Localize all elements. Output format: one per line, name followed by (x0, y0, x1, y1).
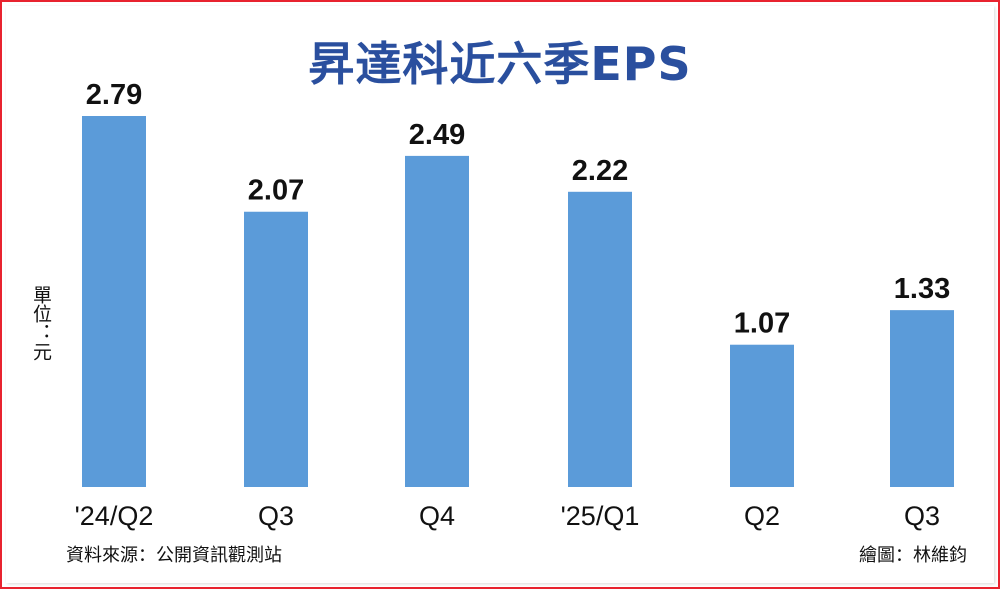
graphic-credit: 繪圖：林維鈞 (859, 545, 967, 566)
x-tick-label-4: '25/Q1 (561, 501, 640, 531)
bar-5 (730, 344, 794, 487)
data-label-4: 2.22 (572, 155, 628, 187)
x-tick-label-6: Q3 (904, 501, 940, 531)
data-label-6: 1.33 (894, 273, 950, 305)
data-label-3: 2.49 (409, 119, 465, 151)
bar-4 (568, 191, 632, 487)
y-axis-unit-label: 單位：元 (30, 285, 52, 361)
x-tick-label-2: Q3 (258, 501, 294, 531)
x-tick-label-1: '24/Q2 (75, 501, 154, 531)
chart-title: 昇達科近六季EPS (308, 37, 692, 91)
bar-3 (405, 155, 469, 488)
x-tick-label-3: Q4 (419, 501, 455, 531)
bar-2 (244, 211, 308, 487)
data-label-5: 1.07 (734, 308, 790, 340)
data-label-2: 2.07 (248, 175, 304, 207)
bar-1 (82, 116, 146, 487)
bar-6 (890, 310, 954, 487)
source-note: 資料來源：公開資訊觀測站 (66, 545, 282, 566)
x-tick-label-5: Q2 (744, 501, 780, 531)
data-label-1: 2.79 (86, 79, 142, 111)
